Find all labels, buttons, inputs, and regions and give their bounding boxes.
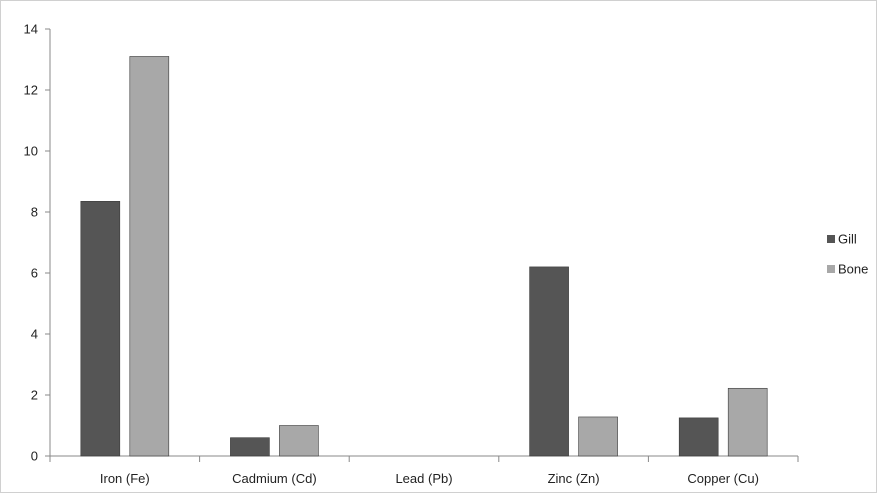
y-tick-label: 0 [31, 449, 38, 464]
x-category-label: Lead (Pb) [395, 471, 452, 486]
bar-bone-1 [279, 425, 319, 457]
legend-label-bone: Bone [838, 262, 868, 277]
y-tick-label: 2 [31, 388, 38, 403]
bar-gill-0 [80, 201, 121, 457]
x-category-label: Iron (Fe) [100, 471, 150, 486]
bar-gill-1 [230, 437, 270, 457]
legend-swatch-gill [827, 235, 835, 243]
y-tick-label: 14 [24, 22, 38, 37]
legend-label-gill: Gill [838, 232, 857, 247]
legend: Gill Bone [827, 232, 868, 277]
y-tick-label: 8 [31, 205, 38, 220]
bar-gill-3 [529, 266, 569, 457]
legend-swatch-bone [827, 265, 835, 273]
bar-gill-4 [678, 417, 719, 457]
plot-area: 0 2 4 6 8 10 12 14 Iron (Fe) Cadmium (Cd) Lead (Pb… [24, 22, 799, 486]
bar-bone-3 [578, 416, 618, 457]
bar-bone-4 [727, 387, 768, 457]
x-category-label: Copper (Cu) [687, 471, 759, 486]
y-tick-label: 4 [31, 327, 38, 342]
x-category-label: Cadmium (Cd) [232, 471, 317, 486]
bar-bone-0 [129, 56, 170, 457]
y-tick-label: 6 [31, 266, 38, 281]
y-tick-label: 12 [24, 83, 38, 98]
y-tick-label: 10 [24, 144, 38, 159]
x-category-label: Zinc (Zn) [548, 471, 600, 486]
